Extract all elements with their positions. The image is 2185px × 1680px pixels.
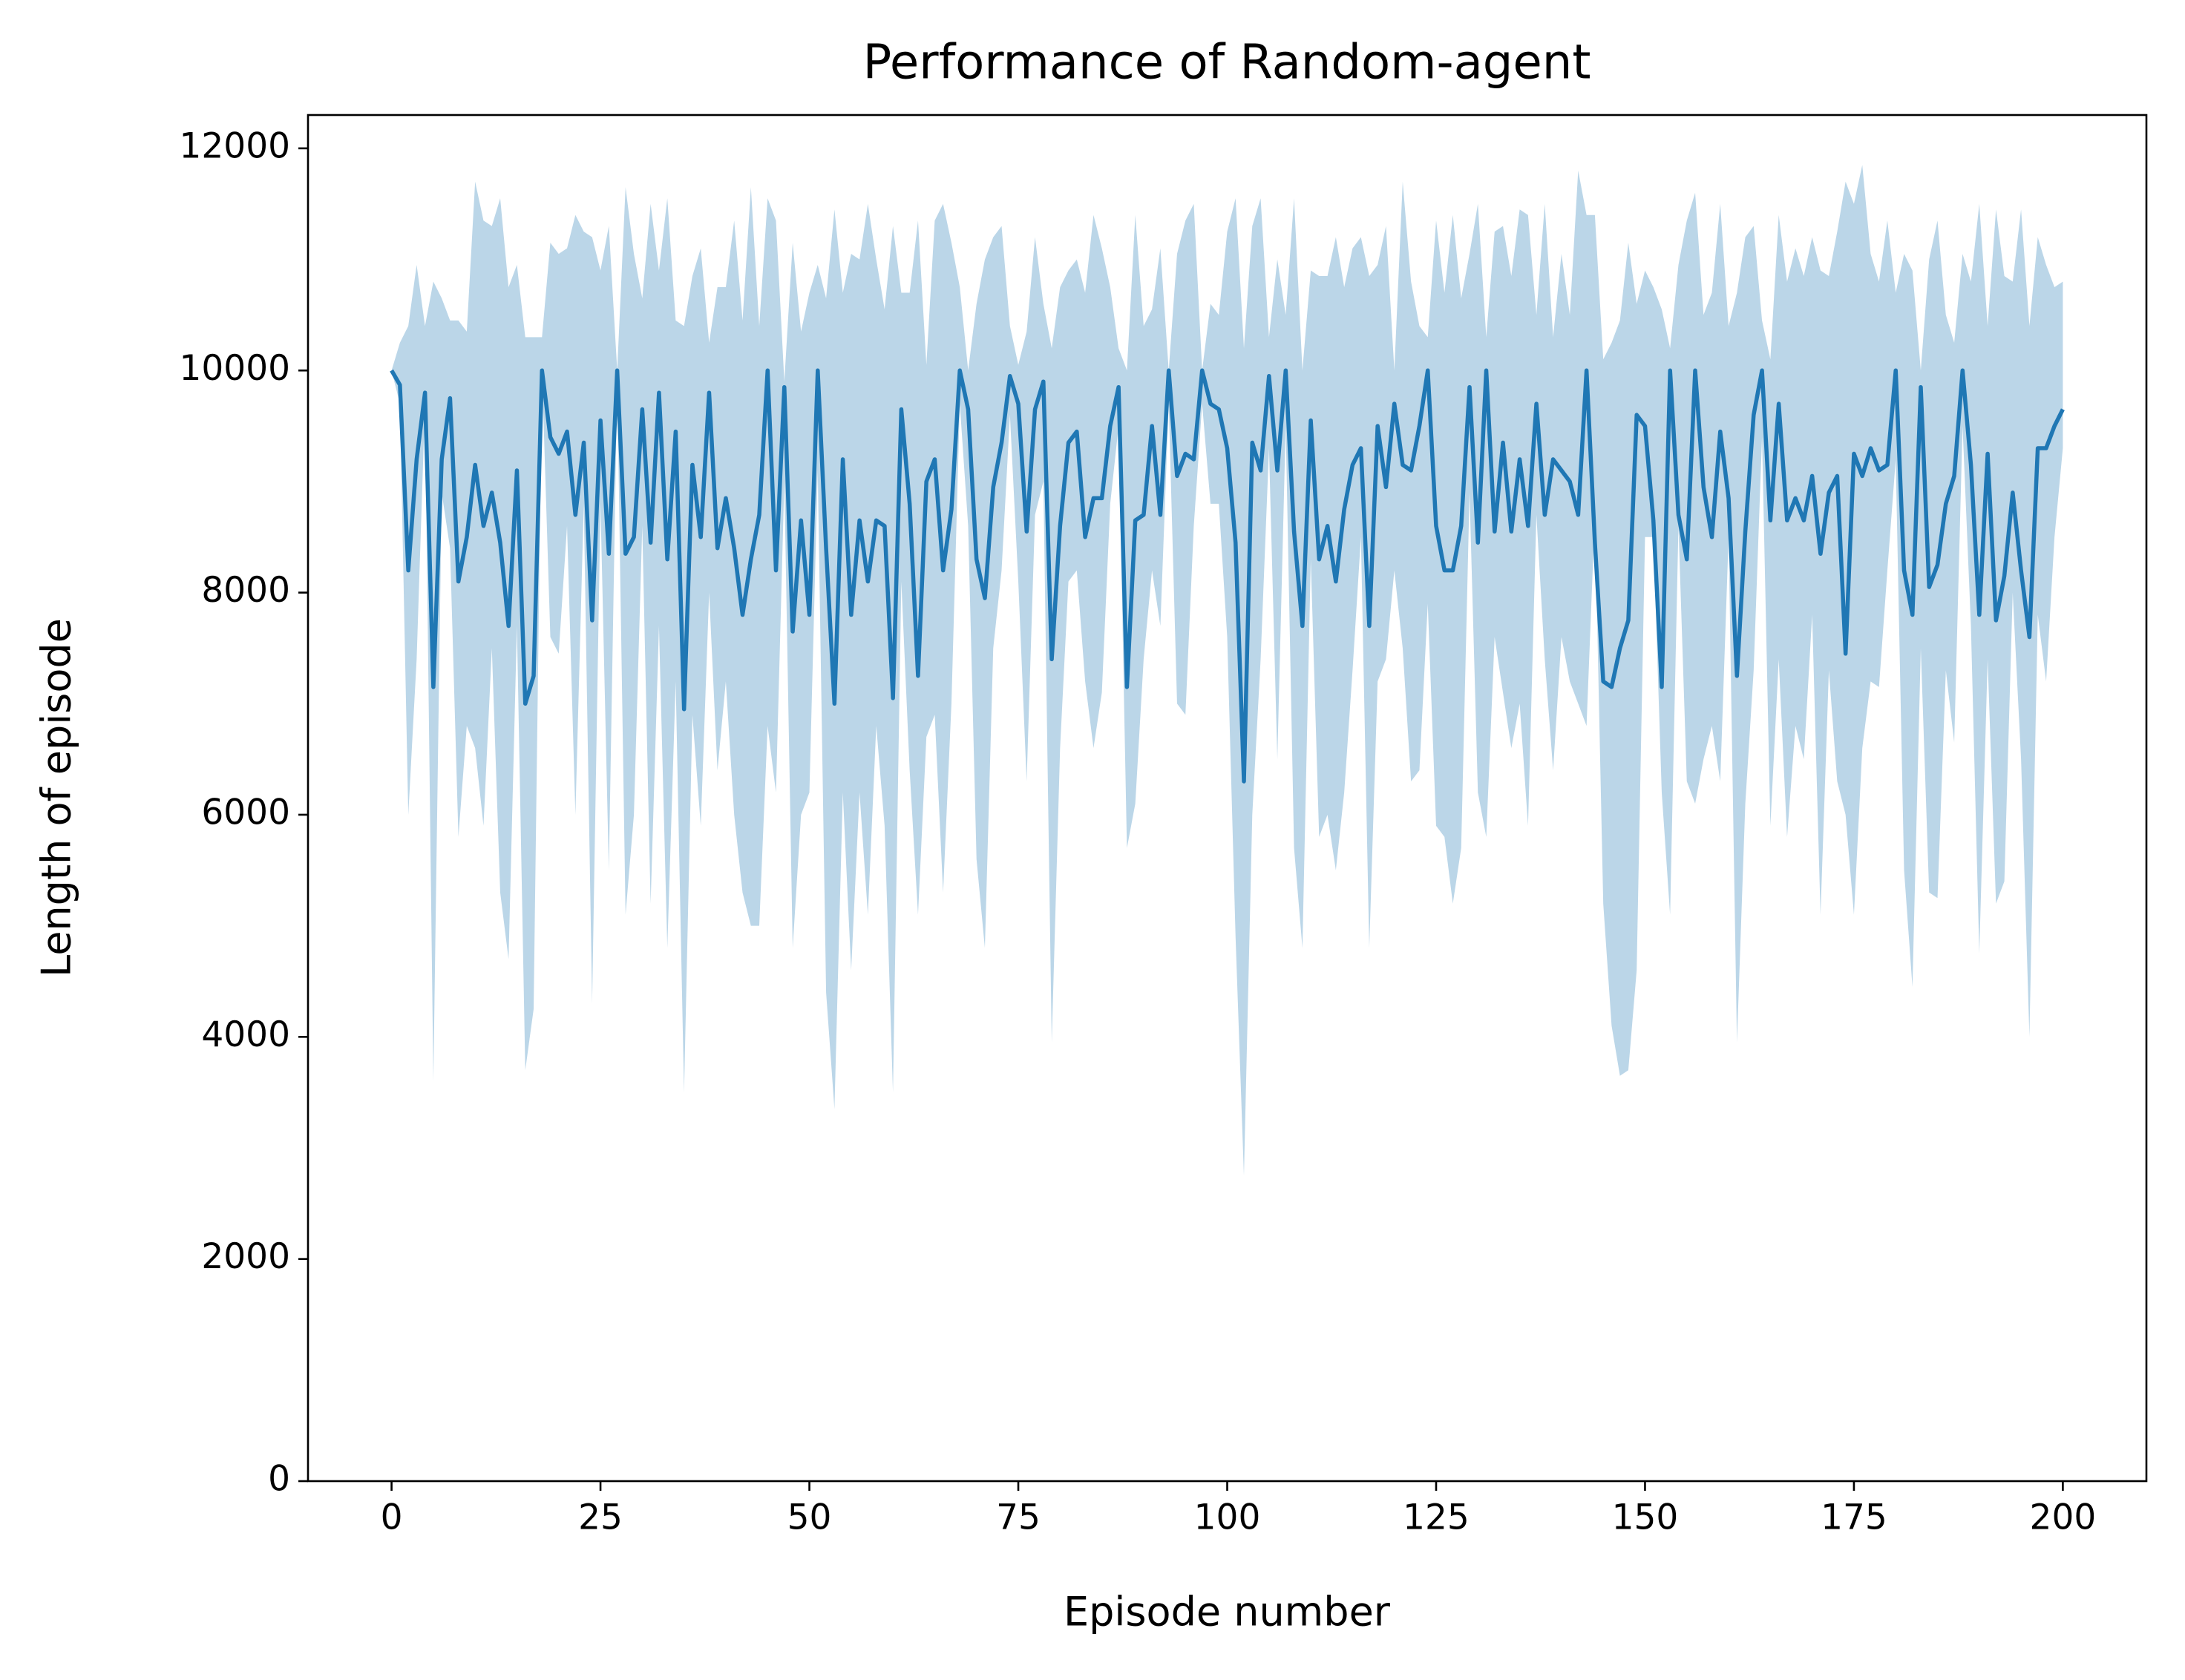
x-tick-label: 75 (996, 1497, 1041, 1538)
y-tick-label: 12000 (179, 125, 290, 166)
x-tick-label: 0 (381, 1497, 403, 1538)
x-tick-label: 100 (1194, 1497, 1261, 1538)
x-tick-label: 200 (2030, 1497, 2097, 1538)
y-tick-label: 10000 (179, 348, 290, 389)
x-tick-label: 175 (1821, 1497, 1887, 1538)
y-tick-label: 8000 (201, 570, 290, 611)
mean-line (390, 368, 2065, 784)
x-tick-label: 125 (1403, 1497, 1470, 1538)
x-axis-label: Episode number (1064, 1589, 1391, 1635)
y-axis-label: Length of episode (33, 618, 80, 977)
y-tick-label: 4000 (201, 1014, 290, 1055)
x-tick-label: 150 (1612, 1497, 1679, 1538)
x-tick-label: 50 (787, 1497, 832, 1538)
y-tick-label: 6000 (201, 792, 290, 833)
confidence-band (391, 165, 2063, 1176)
y-tick-label: 2000 (201, 1236, 290, 1277)
y-tick-label: 0 (268, 1459, 290, 1500)
chart-title: Performance of Random-agent (863, 36, 1591, 91)
x-tick-label: 25 (578, 1497, 623, 1538)
